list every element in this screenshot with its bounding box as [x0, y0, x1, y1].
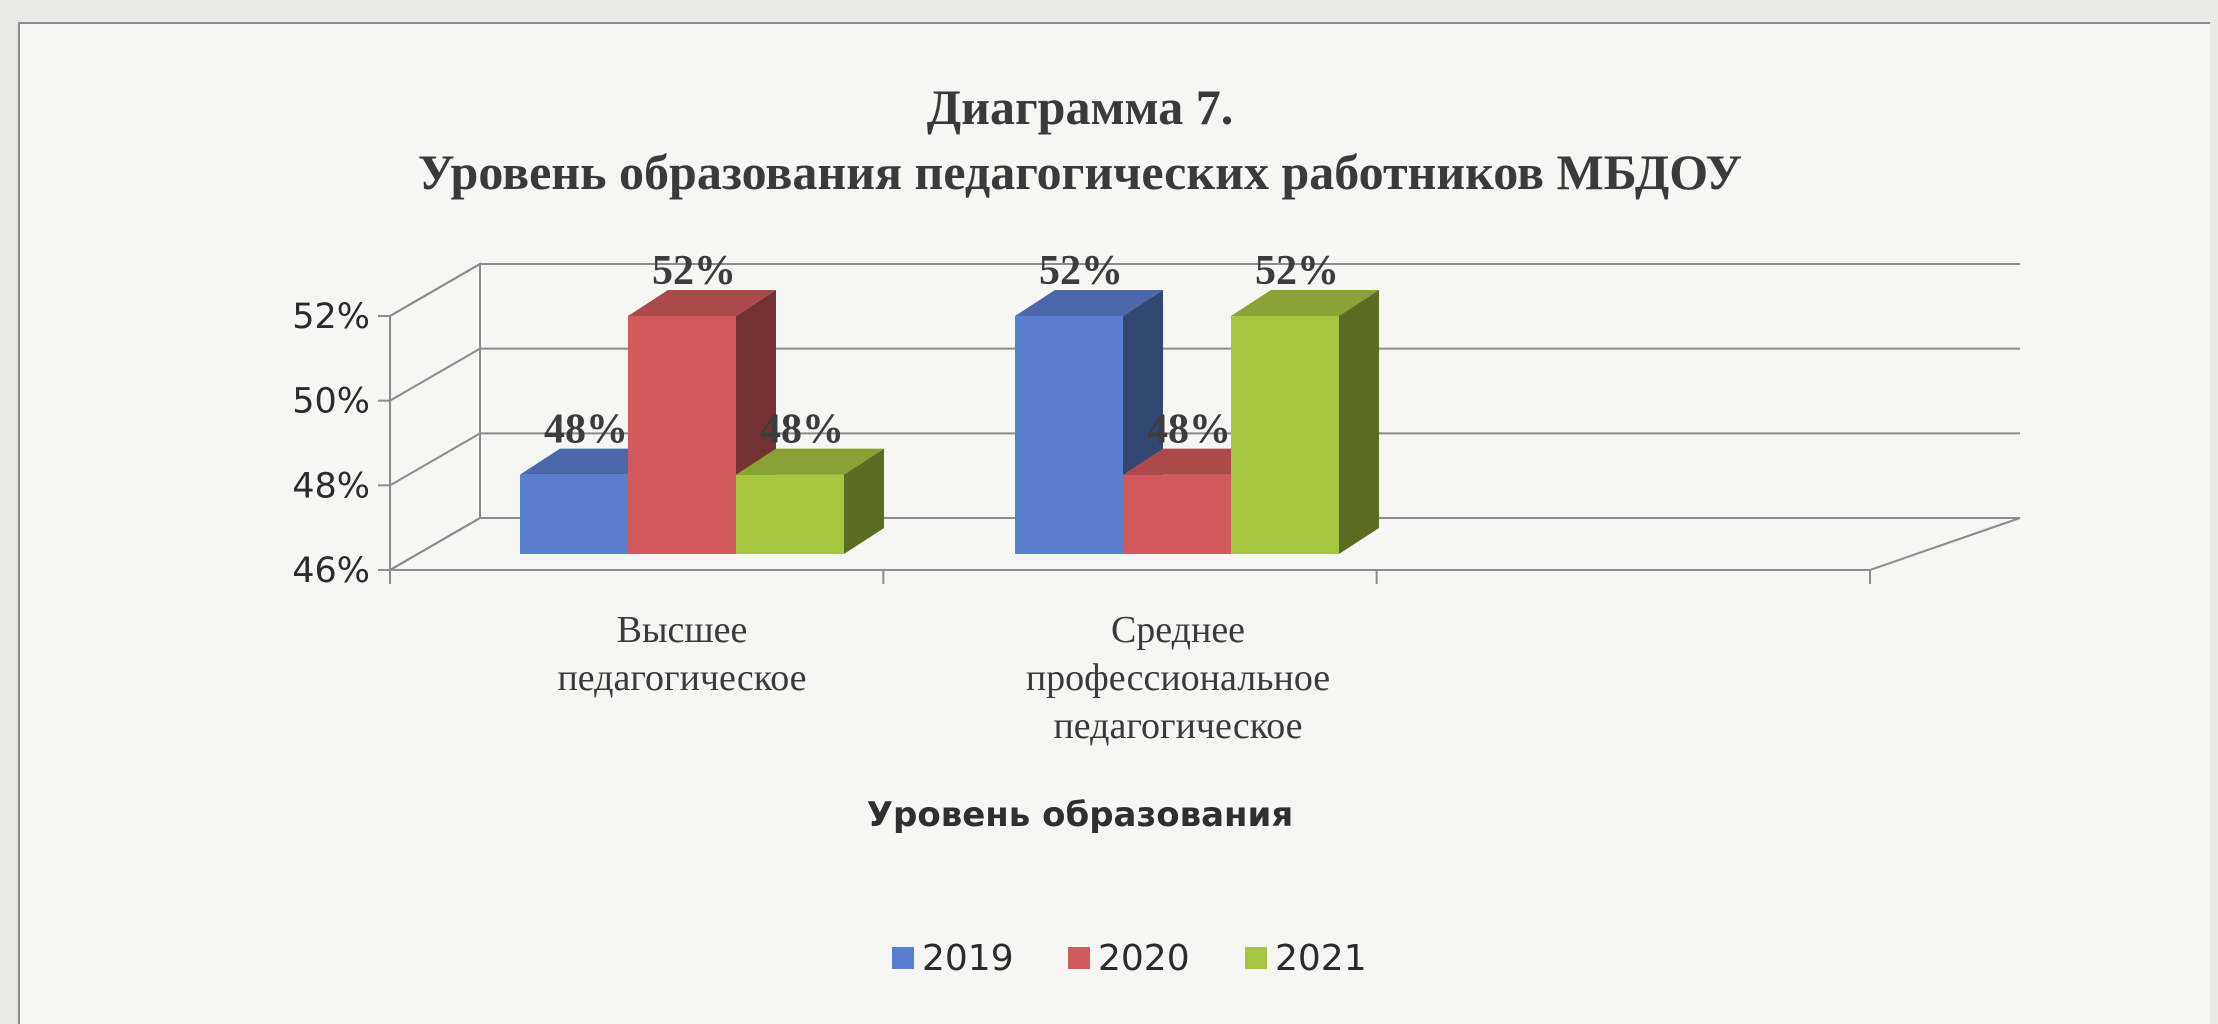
legend-item: 2020 — [1068, 938, 1190, 979]
bar-front — [520, 474, 628, 554]
side-wall — [389, 262, 481, 572]
bar-front — [628, 316, 736, 554]
x-axis-category-labels: Высшее педагогическое Среднее профессиональ… — [557, 609, 1330, 747]
bar-top — [1015, 290, 1163, 316]
data-label: 52% — [1255, 248, 1339, 294]
bar-top — [1231, 290, 1379, 316]
chart-title-line1: Диаграмма 7. — [927, 79, 1234, 135]
category-label: Высшее — [617, 609, 748, 651]
bar-side — [844, 448, 884, 554]
gridline — [389, 347, 2020, 402]
legend-item: 2021 — [1245, 938, 1367, 979]
bar-front — [1123, 474, 1231, 554]
y-tick-label: 52% — [292, 297, 370, 337]
bar-side — [1339, 290, 1379, 554]
chart-canvas: Диаграмма 7. Уровень образования педагог… — [292, 79, 2021, 979]
bar-front — [1015, 316, 1123, 554]
data-label: 48% — [544, 407, 628, 453]
bar — [1231, 290, 1379, 554]
bar-top — [736, 448, 884, 475]
chart-data-labels: 48% 52% 48% 52% 48% 52% — [544, 248, 1339, 453]
y-tick-label: 50% — [292, 382, 370, 422]
bar — [736, 448, 884, 554]
x-axis-title: Уровень образования — [867, 795, 1293, 835]
category-label: профессиональное — [1026, 657, 1330, 699]
legend-swatch — [892, 947, 914, 969]
bar-front — [1231, 316, 1339, 554]
legend-swatch — [1068, 947, 1090, 969]
data-label: 52% — [652, 248, 736, 294]
y-tick-label: 46% — [292, 551, 370, 591]
data-label: 52% — [1039, 248, 1123, 294]
chart-walls — [389, 262, 481, 572]
chart-legend: 2019 2020 2021 — [892, 938, 1367, 979]
chart-bars — [520, 290, 1379, 554]
chart-axes — [378, 315, 1871, 584]
y-axis-tick-labels: 46% 48% 50% 52% — [292, 297, 370, 591]
legend-label: 2021 — [1275, 938, 1367, 979]
data-label: 48% — [1147, 407, 1231, 453]
legend-swatch — [1245, 947, 1267, 969]
bar-top — [628, 290, 776, 316]
bar-front — [736, 474, 844, 554]
chart-title-line2: Уровень образования педагогических работ… — [418, 144, 1742, 200]
category-label: педагогическое — [557, 657, 806, 699]
bar — [1015, 290, 1163, 554]
legend-label: 2019 — [922, 938, 1014, 979]
legend-label: 2020 — [1098, 938, 1190, 979]
legend-item: 2019 — [892, 938, 1014, 979]
gridline — [389, 517, 2020, 571]
chart-frame: Диаграмма 7. Уровень образования педагог… — [18, 22, 2210, 1024]
y-tick-label: 48% — [292, 466, 370, 506]
gridline — [389, 263, 2020, 317]
data-label: 48% — [760, 407, 844, 453]
category-label: педагогическое — [1053, 705, 1302, 747]
category-label: Среднее — [1111, 609, 1245, 651]
gridline — [389, 432, 2020, 487]
